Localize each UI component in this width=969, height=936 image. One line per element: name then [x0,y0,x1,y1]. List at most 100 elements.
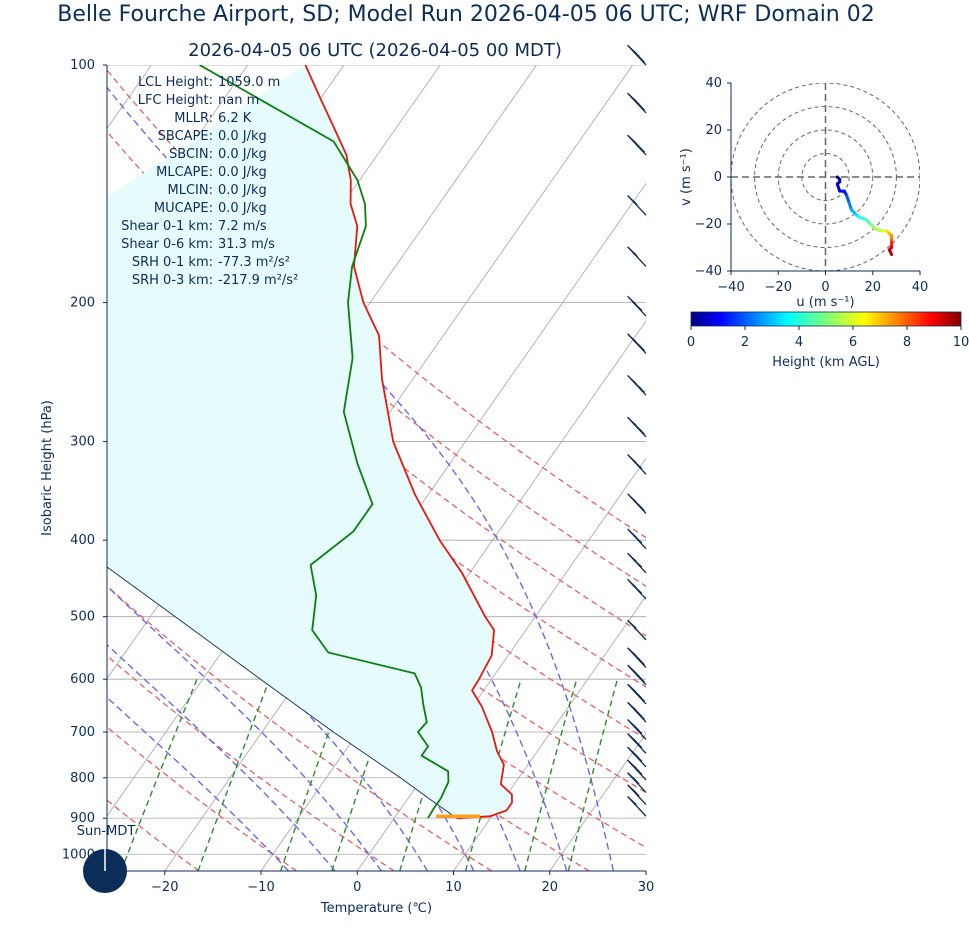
dry-adiabat [0,65,4,871]
hodo-x-tick-label: −20 [765,280,792,295]
dry-adiabat [107,585,493,871]
y-tick-label: 200 [70,296,95,311]
index-label: Shear 0-1 km: [121,219,213,234]
index-label: MLLR: [174,111,213,126]
parcel-path [107,566,458,819]
colorbar-label: Height (km AGL) [772,355,880,370]
chart-subtitle: 2026-04-05 06 UTC (2026-04-05 00 MDT) [188,40,562,61]
index-value: 0.0 J/kg [218,147,267,162]
index-label: LCL Height: [138,75,213,90]
wind-barb [627,647,647,668]
skewt-profiles [107,65,513,820]
wind-barb [627,578,647,600]
wind-barb [627,44,647,66]
hodo-y-tick-label: 0 [714,170,722,185]
colorbar-tick-label: 2 [741,335,749,350]
index-value: 0.0 J/kg [218,183,267,198]
y-tick-label: 800 [70,771,95,786]
mixing-ratio-line [524,679,578,871]
index-label: MLCAPE: [156,165,213,180]
hodograph-grid [731,83,920,271]
x-tick-label: 30 [638,880,655,895]
wind-barb [627,759,647,781]
hodo-y-tick-label: −20 [695,217,722,232]
index-value: 1059.0 m [218,75,280,90]
dry-adiabat [107,69,646,539]
hodo-x-tick-label: 20 [864,280,881,295]
index-value: 31.3 m/s [218,237,275,252]
hodo-y-tick-label: 40 [705,76,722,91]
hodograph-segment [887,248,894,257]
y-tick-label: 600 [70,672,95,687]
hodo-y-tick-label: 20 [705,123,722,138]
wind-barbs [627,44,647,817]
wind-barb [627,701,647,723]
temperature-profile [304,65,513,820]
sun-label: Sun-MDT [77,824,136,839]
chart-title: Belle Fourche Airport, SD; Model Run 202… [57,2,875,27]
wind-barb [627,134,647,156]
hodo-x-tick-label: −40 [717,280,744,295]
isotherm-line [645,870,646,871]
colorbar-tick-label: 4 [795,335,803,350]
mixing-ratio-line [567,679,619,871]
sun-indicator: Sun-MDT [77,824,136,893]
wind-barb [627,92,647,114]
indices-list: LCL Height: 1059.0 m LFC Height: nan m MLLR:… [121,75,298,288]
isotherm-line [742,65,969,871]
dewpoint-profile [199,65,450,819]
y-axis-label: Isobaric Height (hPa) [40,400,55,536]
index-value: nan m [218,93,259,108]
wind-barb [627,664,647,686]
index-value: 0.0 J/kg [218,165,267,180]
index-label: SBCIN: [169,147,213,162]
wind-barb [627,683,647,705]
wind-barb [627,295,647,317]
index-value: -77.3 m²/s² [218,255,290,270]
y-tick-label: 400 [70,533,95,548]
wind-barb [627,454,647,475]
index-value: 7.2 m/s [218,219,267,234]
height-colorbar: 0 2 4 6 8 10 Height (km AGL) [687,311,969,370]
y-tick-label: 900 [70,811,95,826]
hodo-x-tick-label: 0 [821,280,829,295]
hodo-x-tick-label: 40 [912,280,929,295]
index-value: -217.9 m²/s² [218,273,298,288]
isotherm-line [549,732,646,871]
wind-barb [627,552,647,574]
x-tick-label: −10 [247,880,274,895]
isotherm-line [164,182,646,871]
y-tick-label: 700 [70,725,95,740]
dry-adiabat [107,799,200,871]
skewt-axes: 100 200 300 400 500 600 700 800 900 1000 −20 −10 0 10… [40,58,654,916]
colorbar-tick-label: 10 [953,335,969,350]
wind-barb [627,772,647,793]
moist-adiabat [107,86,615,871]
isotherm-line [453,595,646,871]
y-tick-label: 500 [70,610,95,625]
x-tick-label: 10 [445,880,462,895]
index-label: SBCAPE: [158,129,213,144]
hodo-y-tick-label: −40 [695,264,722,279]
wind-barb [627,375,647,396]
wind-barb [627,528,647,550]
index-label: Shear 0-6 km: [121,237,213,252]
wind-barb [627,619,647,641]
hodo-x-label: u (m s⁻¹) [796,295,854,310]
colorbar-tick-label: 6 [849,335,857,350]
hodograph-panel: −40 −20 0 20 40 −40 −20 0 20 40 u (m s⁻¹) v (m s⁻¹) [679,76,928,310]
moist-adiabat [107,643,336,871]
moist-adiabat [107,585,382,871]
wind-barb [627,746,647,768]
wind-barb [627,733,647,754]
index-label: MUCAPE: [154,201,213,216]
mixing-ratio-line [120,678,198,871]
wind-barb [627,195,647,216]
thermo-indices: LCL Height: 1059.0 m LFC Height: nan m MLLR:… [121,75,298,288]
wind-barb [627,246,647,267]
mixing-ratio-line [197,678,271,871]
hodograph-axes: −40 −20 0 20 40 −40 −20 0 20 40 u (m s⁻¹) v (m s⁻¹) [679,76,928,310]
colorbar-ticks: 0 2 4 6 8 10 Height (km AGL) [687,326,969,370]
